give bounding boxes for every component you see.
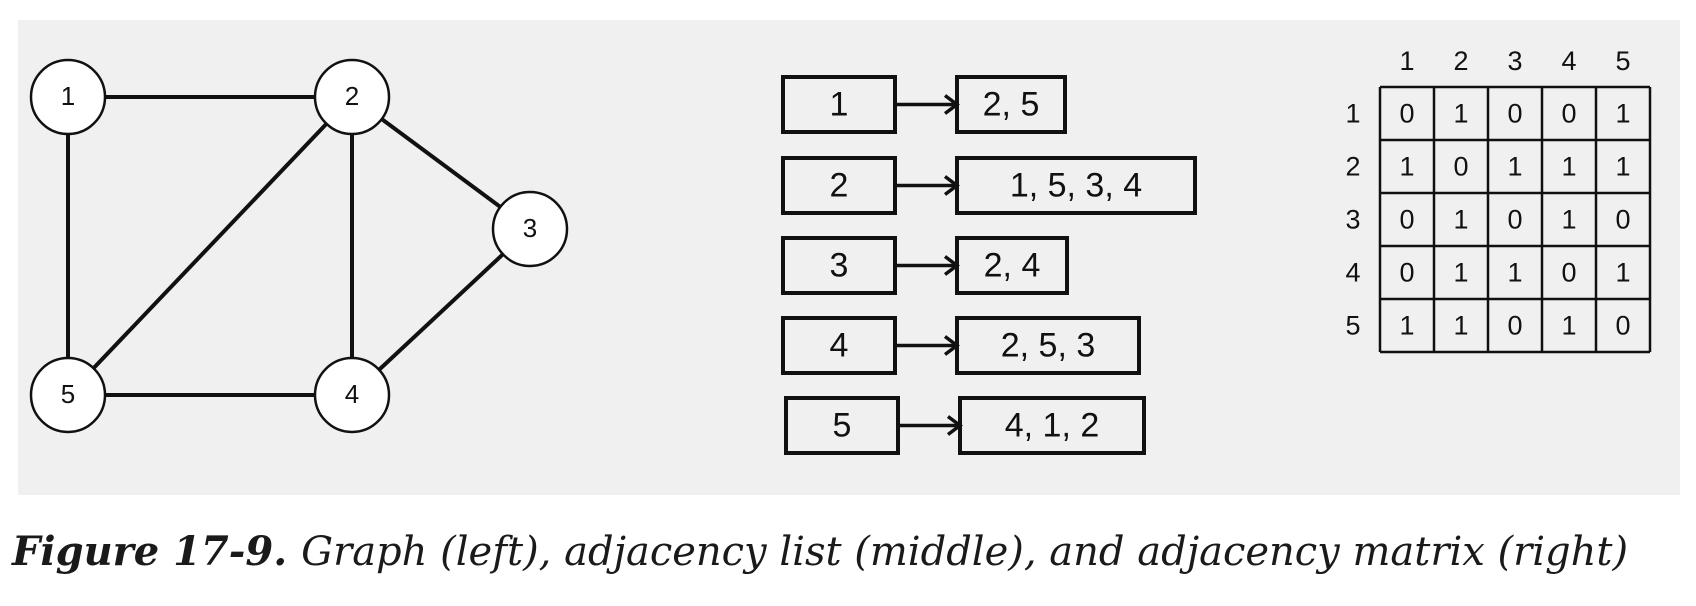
- matrix-cell-1-4: 0: [1561, 99, 1576, 129]
- graph-edge-3-4: [350, 227, 532, 397]
- graph-node-1: 1: [29, 58, 107, 136]
- graph-node-label: 3: [523, 213, 537, 243]
- matrix-cell-3-5: 0: [1615, 205, 1630, 235]
- matrix-column-header: 1: [1399, 46, 1414, 76]
- neighbors-label: 2, 5, 3: [1001, 326, 1096, 364]
- graph-node-circle: [29, 356, 107, 434]
- graph-node-label: 2: [345, 81, 359, 111]
- graph-node-circle: [313, 58, 391, 136]
- figure-canvas: 1 2 3 4 5 1 2, 5 2 1, 5, 3, 4 3 2, 4 4 2, 5, 3 5 4, 1…: [29, 46, 1652, 455]
- matrix-cell-5-1: 1: [1399, 311, 1414, 341]
- matrix-cell-1-1: 0: [1399, 99, 1414, 129]
- adjacency-list-row-2: 2 1, 5, 3, 4: [781, 156, 1197, 215]
- matrix-cell-2-5: 1: [1615, 152, 1630, 182]
- vertex-label: 2: [830, 166, 849, 204]
- vertex-label: 3: [830, 246, 849, 284]
- matrix-row-header: 5: [1345, 311, 1360, 341]
- matrix-cell-4-2: 1: [1453, 258, 1468, 288]
- matrix-cell-5-4: 1: [1561, 311, 1576, 341]
- graph-node-label: 1: [61, 81, 75, 111]
- vertex-label: 4: [830, 326, 849, 364]
- matrix-cell-2-2: 0: [1453, 152, 1468, 182]
- matrix-cell-4-1: 0: [1399, 258, 1414, 288]
- matrix-column-header: 5: [1615, 46, 1630, 76]
- adjacency-list-row-1: 1 2, 5: [781, 75, 1067, 134]
- matrix-cell-2-1: 1: [1399, 152, 1414, 182]
- graph-node-label: 5: [61, 379, 75, 409]
- neighbors-box: [955, 236, 1069, 295]
- matrix-row-header: 1: [1345, 99, 1360, 129]
- neighbors-box: [955, 75, 1067, 134]
- matrix-cell-3-2: 1: [1453, 205, 1468, 235]
- matrix-column-header: 4: [1561, 46, 1576, 76]
- graph-node-circle: [491, 190, 569, 268]
- matrix-row-header: 3: [1345, 205, 1360, 235]
- graph-node-5: 5: [29, 356, 107, 434]
- matrix-cell-3-3: 0: [1507, 205, 1522, 235]
- matrix-cell-5-2: 1: [1453, 311, 1468, 341]
- neighbors-label: 1, 5, 3, 4: [1010, 166, 1142, 204]
- graph-edge-2-5: [66, 95, 354, 397]
- adjacency-matrix: 1 2 3 4 5 1 2 3 4 5 0 1 0 0 1 1 0 1 1 1 0 1 0 1 0 0 1 1 0 1 1 1 0 1 0: [1345, 46, 1652, 354]
- matrix-cell-2-4: 1: [1561, 152, 1576, 182]
- adjacency-list-row-5: 5 4, 1, 2: [784, 396, 1146, 455]
- matrix-cell-1-3: 0: [1507, 99, 1522, 129]
- graph-diagram: 1 2 3 4 5: [29, 58, 569, 434]
- graph-node-3: 3: [491, 190, 569, 268]
- neighbors-label: 2, 4: [984, 246, 1041, 284]
- vertex-label: 5: [833, 406, 852, 444]
- graph-node-circle: [313, 356, 391, 434]
- matrix-cell-5-5: 0: [1615, 311, 1630, 341]
- figure-panel: 1 2 3 4 5 1 2, 5 2 1, 5, 3, 4 3 2, 4 4 2, 5, 3 5 4, 1…: [18, 20, 1680, 495]
- matrix-cell-4-3: 1: [1507, 258, 1522, 288]
- matrix-cell-1-5: 1: [1615, 99, 1630, 129]
- graph-node-2: 2: [313, 58, 391, 136]
- matrix-cell-4-4: 0: [1561, 258, 1576, 288]
- matrix-cell-4-5: 1: [1615, 258, 1630, 288]
- neighbors-label: 4, 1, 2: [1005, 406, 1100, 444]
- matrix-cell-2-3: 1: [1507, 152, 1522, 182]
- matrix-column-header: 3: [1507, 46, 1522, 76]
- matrix-row-header: 4: [1345, 258, 1360, 288]
- matrix-column-header: 2: [1453, 46, 1468, 76]
- figure-number: Figure 17-9.: [12, 528, 288, 575]
- adjacency-list-row-3: 3 2, 4: [781, 236, 1069, 295]
- vertex-label: 1: [830, 85, 849, 123]
- graph-node-label: 4: [345, 379, 359, 409]
- graph-node-4: 4: [313, 356, 391, 434]
- matrix-cell-5-3: 0: [1507, 311, 1522, 341]
- adjacency-list-row-4: 4 2, 5, 3: [781, 316, 1141, 375]
- neighbors-box: [955, 156, 1197, 215]
- figure-caption-text: Graph (left), adjacency list (middle), a…: [301, 529, 1629, 575]
- neighbors-box: [958, 396, 1146, 455]
- adjacency-list: 1 2, 5 2 1, 5, 3, 4 3 2, 4 4 2, 5, 3 5 4, 1, 2: [781, 75, 1197, 455]
- graph-node-circle: [29, 58, 107, 136]
- matrix-cell-1-2: 1: [1453, 99, 1468, 129]
- figure-caption: Figure 17-9. Graph (left), adjacency list…: [12, 528, 1682, 575]
- neighbors-label: 2, 5: [983, 85, 1040, 123]
- neighbors-box: [955, 316, 1141, 375]
- matrix-cell-3-1: 0: [1399, 205, 1414, 235]
- matrix-row-header: 2: [1345, 152, 1360, 182]
- matrix-cell-3-4: 1: [1561, 205, 1576, 235]
